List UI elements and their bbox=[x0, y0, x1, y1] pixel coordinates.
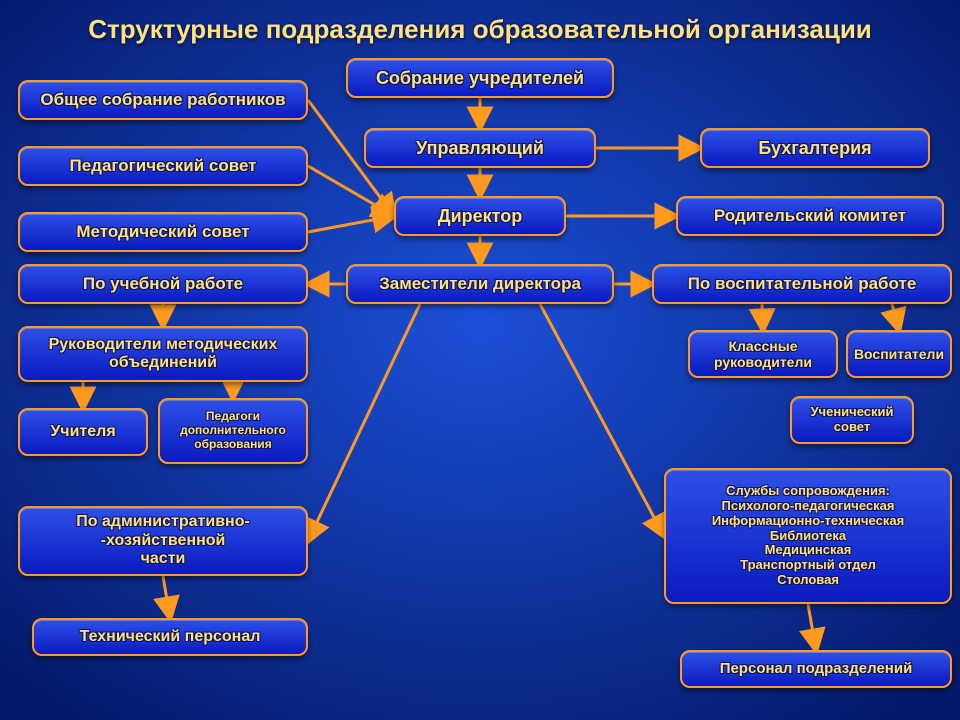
node-label: По воспитательной работе bbox=[688, 274, 917, 294]
node-founders: Собрание учредителей bbox=[346, 58, 614, 98]
node-educators: Воспитатели bbox=[846, 330, 952, 378]
node-classlead: Классные руководители bbox=[688, 330, 838, 378]
node-metod: Методический совет bbox=[18, 212, 308, 252]
org-chart: Структурные подразделения образовательно… bbox=[0, 0, 960, 720]
node-label: Педагогический совет bbox=[70, 156, 257, 176]
node-label: Технический персонал bbox=[80, 628, 261, 646]
edge-metod-director bbox=[308, 216, 394, 232]
node-label: Воспитатели bbox=[854, 346, 944, 362]
node-label: Бухгалтерия bbox=[758, 138, 871, 159]
node-teachers: Учителя bbox=[18, 408, 148, 456]
edge-deputies-admin bbox=[308, 304, 420, 541]
edge-deputies-services bbox=[540, 304, 664, 536]
edge-upbringing-classlead bbox=[762, 304, 763, 330]
node-label: Заместители директора bbox=[379, 274, 581, 294]
edge-admin-tech bbox=[163, 576, 170, 618]
node-label: Учителя bbox=[50, 423, 115, 441]
node-study: По учебной работе bbox=[18, 264, 308, 304]
node-label: Руководители методических объединений bbox=[49, 336, 278, 373]
node-accounting: Бухгалтерия bbox=[700, 128, 930, 168]
node-upbringing: По воспитательной работе bbox=[652, 264, 952, 304]
node-label: Педагоги дополнительного образования bbox=[180, 410, 286, 451]
node-pedsovet: Педагогический совет bbox=[18, 146, 308, 186]
node-label: Общее собрание работников bbox=[40, 90, 285, 110]
node-director: Директор bbox=[394, 196, 566, 236]
node-manager: Управляющий bbox=[364, 128, 596, 168]
node-label: Родительский комитет bbox=[714, 206, 906, 226]
node-label: Персонал подразделений bbox=[720, 660, 913, 677]
node-services: Службы сопровождения: Психолого-педагоги… bbox=[664, 468, 952, 604]
edge-pedsovet-director bbox=[308, 166, 394, 216]
page-title: Структурные подразделения образовательно… bbox=[0, 14, 960, 45]
node-admin: По административно- -хозяйственной части bbox=[18, 506, 308, 576]
node-tech: Технический персонал bbox=[32, 618, 308, 656]
node-label: Службы сопровождения: Психолого-педагоги… bbox=[712, 484, 904, 589]
node-addedu: Педагоги дополнительного образования bbox=[158, 398, 308, 464]
node-student: Ученический совет bbox=[790, 396, 914, 444]
node-deputies: Заместители директора bbox=[346, 264, 614, 304]
node-label: По административно- -хозяйственной части bbox=[76, 513, 250, 568]
node-label: Классные руководители bbox=[714, 338, 812, 370]
node-label: Директор bbox=[438, 206, 522, 227]
node-dept: Персонал подразделений bbox=[680, 650, 952, 688]
node-general: Общее собрание работников bbox=[18, 80, 308, 120]
node-label: Методический совет bbox=[76, 222, 249, 242]
node-parent: Родительский комитет bbox=[676, 196, 944, 236]
edge-services-dept bbox=[808, 604, 816, 650]
edge-upbringing-educators bbox=[892, 304, 899, 330]
node-label: По учебной работе bbox=[83, 274, 243, 294]
node-label: Управляющий bbox=[416, 138, 544, 159]
node-heads: Руководители методических объединений bbox=[18, 326, 308, 382]
node-label: Собрание учредителей bbox=[376, 68, 584, 89]
node-label: Ученический совет bbox=[810, 405, 893, 435]
